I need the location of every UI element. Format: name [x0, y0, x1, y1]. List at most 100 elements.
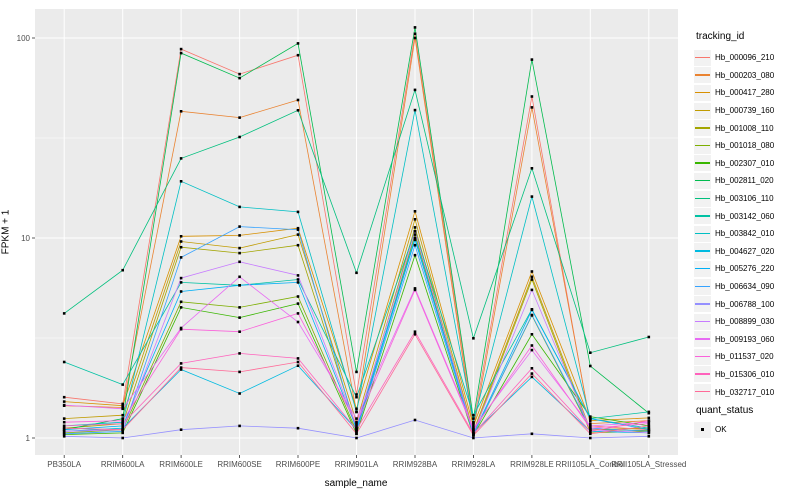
- legend-key-line-icon: [694, 84, 711, 101]
- legend-item-label: Hb_003142_060: [715, 211, 775, 221]
- data-point-Hb_003106_110: [121, 268, 124, 272]
- legend-key-line-icon: [694, 278, 711, 295]
- data-point-Hb_032717_010: [62, 426, 66, 430]
- data-point-Hb_004627_020: [121, 426, 124, 430]
- data-point-Hb_000096_210: [355, 393, 358, 396]
- data-point-Hb_006788_100: [530, 432, 534, 436]
- data-point-Hb_008899_030: [530, 288, 534, 292]
- data-point-Hb_002307_010: [413, 253, 417, 257]
- data-point-Hb_002307_010: [179, 306, 183, 309]
- data-point-Hb_011537_020: [589, 426, 592, 430]
- data-point-Hb_003842_010: [296, 210, 300, 214]
- x-tick-label: RRIM928BA: [393, 460, 438, 469]
- data-point-Hb_009193_060: [647, 420, 651, 424]
- legend-item-label: Hb_006788_100: [715, 299, 775, 309]
- data-point-Hb_006788_100: [238, 424, 241, 428]
- data-point-Hb_003142_060: [179, 281, 183, 284]
- data-point-Hb_000417_280: [647, 416, 651, 420]
- data-point-Hb_004627_020: [530, 375, 534, 379]
- data-point-Hb_015306_010: [179, 362, 183, 365]
- legend-item-Hb_006634_090: Hb_006634_090: [694, 278, 774, 296]
- data-point-Hb_003842_010: [530, 195, 534, 198]
- legend-key-line-icon: [694, 296, 711, 313]
- data-point-Hb_011537_020: [62, 420, 66, 424]
- data-point-Hb_000739_160: [62, 417, 66, 420]
- data-point-Hb_032717_010: [530, 372, 534, 375]
- data-point-Hb_000096_210: [121, 402, 124, 406]
- x-tick-label: RRIM600LE: [159, 460, 203, 469]
- y-tick-label: 100: [17, 34, 31, 43]
- legend-item-label: Hb_009193_060: [715, 334, 775, 344]
- data-point-Hb_001018_080: [413, 233, 417, 236]
- data-point-Hb_000203_080: [296, 98, 300, 102]
- data-point-Hb_002811_020: [530, 58, 534, 61]
- data-point-Hb_001008_110: [413, 226, 417, 229]
- legend-key-line-icon: [694, 172, 711, 189]
- data-point-Hb_002811_020: [413, 26, 417, 29]
- data-point-Hb_003142_060: [355, 395, 358, 399]
- legend-item-quant-ok: OK: [694, 421, 727, 439]
- data-point-Hb_001008_110: [530, 278, 534, 281]
- legend-key-line-icon: [694, 120, 711, 137]
- legend-item-Hb_003142_060: Hb_003142_060: [694, 207, 774, 225]
- legend-item-Hb_011537_020: Hb_011537_020: [694, 348, 774, 366]
- data-point-Hb_011537_020: [647, 422, 651, 425]
- data-point-Hb_000096_210: [413, 32, 417, 36]
- legend-item-Hb_032717_010: Hb_032717_010: [694, 383, 774, 401]
- x-axis-title: sample_name: [324, 478, 388, 489]
- legend-key-line-icon: [694, 155, 711, 172]
- data-point-Hb_001018_080: [179, 300, 183, 304]
- data-point-Hb_005276_220: [589, 417, 592, 420]
- data-point-Hb_002307_010: [121, 431, 124, 435]
- data-point-Hb_003106_110: [355, 271, 358, 275]
- data-point-Hb_000739_160: [472, 430, 475, 433]
- data-point-Hb_009193_060: [413, 287, 417, 290]
- x-tick-label: RRIM928LA: [452, 460, 496, 469]
- legend-item-Hb_005276_220: Hb_005276_220: [694, 260, 774, 278]
- data-point-Hb_003106_110: [413, 88, 417, 92]
- legend-item-label: Hb_005276_220: [715, 264, 775, 274]
- data-point-Hb_001018_080: [238, 306, 241, 309]
- data-point-Hb_003842_010: [121, 420, 124, 424]
- data-point-Hb_011537_020: [179, 327, 183, 331]
- data-point-Hb_015306_010: [238, 352, 241, 355]
- data-point-Hb_015306_010: [355, 428, 358, 431]
- data-point-Hb_002307_010: [589, 415, 592, 418]
- legend-item-label: Hb_000096_210: [715, 53, 775, 63]
- data-point-Hb_000096_210: [530, 95, 534, 98]
- data-point-Hb_005276_220: [530, 308, 534, 312]
- legend-item-label: Hb_001008_110: [715, 123, 774, 133]
- data-point-Hb_000739_160: [121, 413, 124, 417]
- legend-item-label: Hb_008899_030: [715, 317, 775, 327]
- legend-item-label: Hb_000203_080: [715, 70, 775, 80]
- legend-item-Hb_002811_020: Hb_002811_020: [694, 172, 774, 190]
- data-point-Hb_005276_220: [413, 236, 417, 240]
- legend-key-square-point-icon: [694, 421, 711, 438]
- legend-item-label: Hb_003842_010: [715, 229, 775, 239]
- data-point-Hb_009193_060: [530, 348, 534, 352]
- data-point-Hb_006634_090: [62, 432, 66, 436]
- data-point-Hb_011537_020: [413, 288, 417, 292]
- x-tick-label: RRII105LA_Stressed: [611, 460, 686, 469]
- legend-item-Hb_003842_010: Hb_003842_010: [694, 225, 774, 243]
- data-point-Hb_011537_020: [296, 312, 300, 315]
- data-point-Hb_003842_010: [238, 205, 241, 209]
- data-point-Hb_000417_280: [355, 407, 358, 411]
- data-point-Hb_006634_090: [179, 256, 183, 259]
- legend-item-Hb_006788_100: Hb_006788_100: [694, 295, 774, 313]
- legend-items-quant-status: OK: [694, 421, 727, 439]
- data-point-Hb_002811_020: [179, 51, 183, 55]
- legend-key-line-icon: [694, 366, 711, 383]
- data-point-Hb_006788_100: [589, 436, 592, 440]
- data-point-Hb_001018_080: [296, 295, 300, 298]
- legend-item-Hb_000096_210: Hb_000096_210: [694, 49, 774, 67]
- data-point-Hb_000417_280: [238, 234, 241, 237]
- data-point-Hb_011537_020: [121, 419, 124, 422]
- data-point-Hb_009193_060: [472, 426, 475, 430]
- data-point-Hb_008899_030: [238, 260, 241, 264]
- data-point-Hb_004627_020: [238, 392, 241, 395]
- y-tick-label: 10: [21, 234, 30, 243]
- data-point-Hb_003842_010: [413, 108, 417, 112]
- data-point-Hb_001008_110: [238, 251, 241, 255]
